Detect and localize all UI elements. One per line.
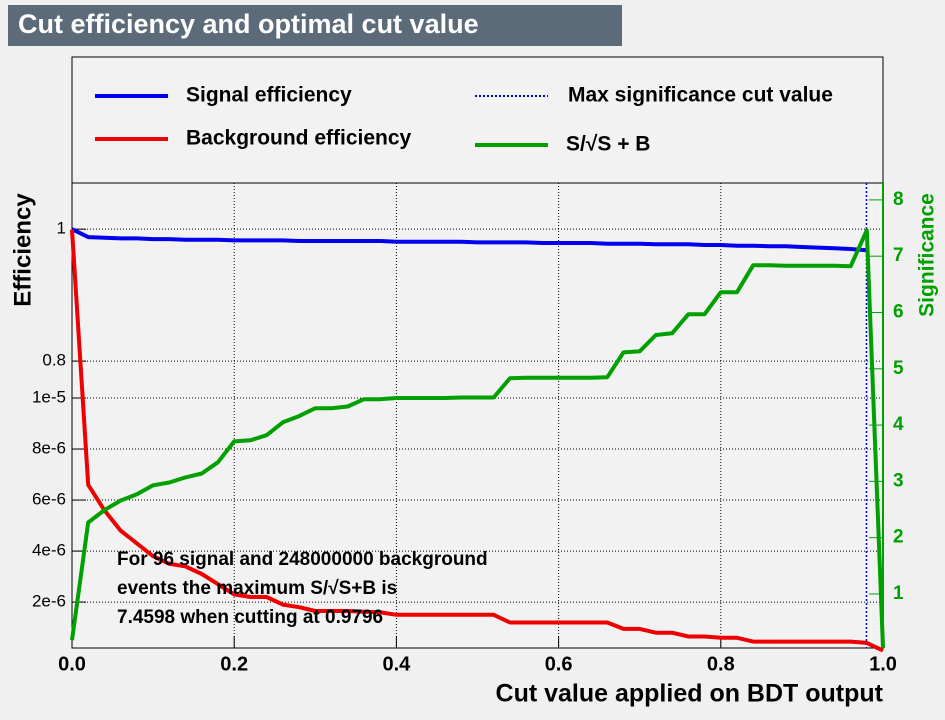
y-tick-label: 2e-6 — [32, 592, 66, 611]
y2-tick-label: 2 — [893, 527, 904, 548]
y2-tick-label: 7 — [893, 245, 904, 266]
series-line — [70, 229, 884, 653]
chart-title: Cut efficiency and optimal cut value — [18, 9, 479, 39]
x-tick-label: 0.0 — [58, 653, 86, 675]
x-tick-label: 0.4 — [382, 653, 411, 675]
annotation: events the maximum S/√S+B is — [117, 578, 397, 599]
y2-axis-title: Significance — [916, 193, 939, 317]
legend-box — [71, 56, 884, 184]
legend-label: Max significance cut value — [568, 84, 833, 107]
annotation: For 96 signal and 248000000 background — [117, 549, 488, 570]
legend-label: Signal efficiency — [186, 84, 352, 107]
y2-tick-label: 5 — [893, 358, 904, 379]
y-tick-label: 1e-5 — [32, 388, 66, 407]
y2-tick-label: 3 — [893, 470, 904, 491]
series-line — [71, 227, 867, 253]
y-tick-label: 4e-6 — [32, 541, 66, 560]
x-tick-label: 0.6 — [545, 653, 573, 675]
x-axis-title: Cut value applied on BDT output — [496, 680, 884, 708]
y-tick-label: 1 — [57, 219, 66, 238]
y2-tick-label: 1 — [893, 583, 904, 604]
y-tick-label: 0.8 — [42, 351, 66, 370]
x-tick-label: 1.0 — [869, 653, 897, 675]
plot-area — [71, 182, 884, 649]
x-tick-label: 0.2 — [220, 653, 248, 675]
y-tick-label: 8e-6 — [32, 439, 66, 458]
y-axis-title: Efficiency — [9, 193, 36, 307]
y-tick-label: 6e-6 — [32, 490, 66, 509]
x-tick-label: 0.8 — [707, 653, 735, 675]
legend-label: S/√S + B — [566, 133, 650, 156]
annotation: 7.4598 when cutting at 0.9796 — [117, 607, 383, 628]
title-box — [8, 5, 622, 46]
y2-tick-label: 6 — [893, 301, 904, 322]
y2-tick-label: 4 — [893, 414, 904, 435]
y2-tick-label: 8 — [893, 189, 904, 210]
series-line — [70, 228, 885, 649]
legend-label: Background efficiency — [186, 127, 412, 150]
